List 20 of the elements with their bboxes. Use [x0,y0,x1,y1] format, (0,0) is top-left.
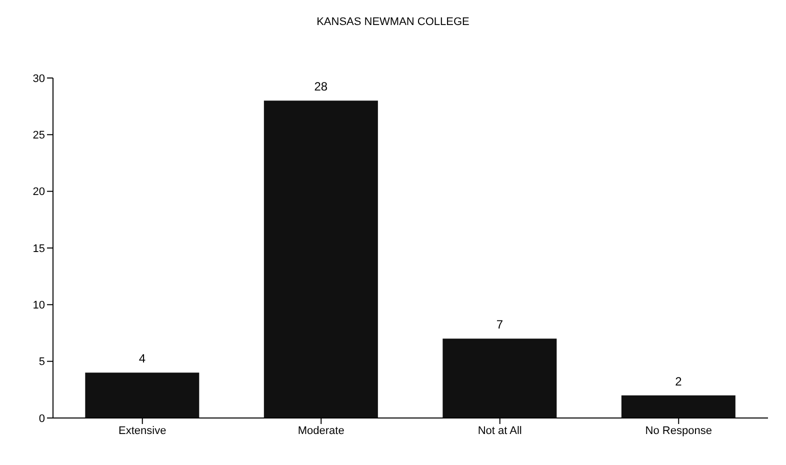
data-label: 7 [496,318,504,332]
x-tick-label: Moderate [298,424,344,437]
bar [264,100,378,418]
x-tick-label: No Response [645,424,712,437]
x-tick-label: Extensive [118,424,166,437]
y-tick-label: 25 [32,130,45,142]
y-tick-label: 20 [32,186,45,198]
bar [85,372,200,418]
y-tick-label: 15 [32,242,45,255]
y-tick-label: 30 [32,72,45,85]
x-tick-label: Not at All [478,424,522,437]
chart-title: KANSAS NEWMAN COLLEGE [316,15,470,30]
y-tick-label: 10 [32,300,45,312]
data-label: 2 [675,374,682,388]
data-label: 4 [138,352,146,366]
bar [621,395,736,418]
y-tick-label: 0 [38,412,45,425]
y-tick-label: 5 [38,356,45,368]
bar [442,338,557,418]
data-label: 28 [314,80,328,94]
